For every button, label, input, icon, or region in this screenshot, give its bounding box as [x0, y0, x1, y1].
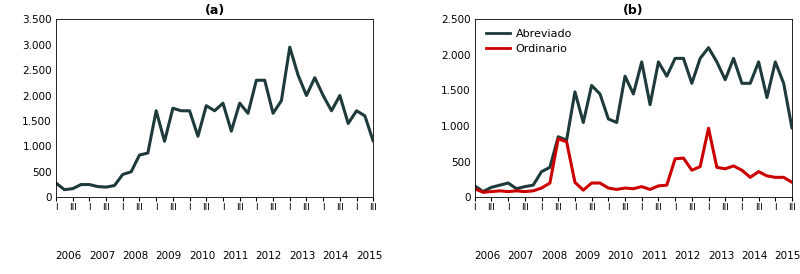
- Text: 2008: 2008: [122, 251, 149, 261]
- Text: 2012: 2012: [674, 251, 701, 261]
- Text: 2013: 2013: [708, 251, 734, 261]
- Text: 2006: 2006: [474, 251, 501, 261]
- Text: 2009: 2009: [155, 251, 182, 261]
- Text: 2006: 2006: [55, 251, 82, 261]
- Title: (b): (b): [623, 4, 644, 17]
- Text: 2014: 2014: [322, 251, 349, 261]
- Text: 2015: 2015: [356, 251, 382, 261]
- Text: 2010: 2010: [189, 251, 215, 261]
- Legend: Abreviado, Ordinario: Abreviado, Ordinario: [483, 27, 574, 56]
- Title: (a): (a): [205, 4, 225, 17]
- Text: 2010: 2010: [608, 251, 634, 261]
- Text: 2009: 2009: [574, 251, 601, 261]
- Text: 2014: 2014: [742, 251, 768, 261]
- Text: 2007: 2007: [89, 251, 115, 261]
- Text: 2015: 2015: [774, 251, 800, 261]
- Text: 2011: 2011: [222, 251, 249, 261]
- Text: 2008: 2008: [541, 251, 567, 261]
- Text: 2012: 2012: [256, 251, 282, 261]
- Text: 2011: 2011: [641, 251, 667, 261]
- Text: 2013: 2013: [289, 251, 315, 261]
- Text: 2007: 2007: [507, 251, 534, 261]
